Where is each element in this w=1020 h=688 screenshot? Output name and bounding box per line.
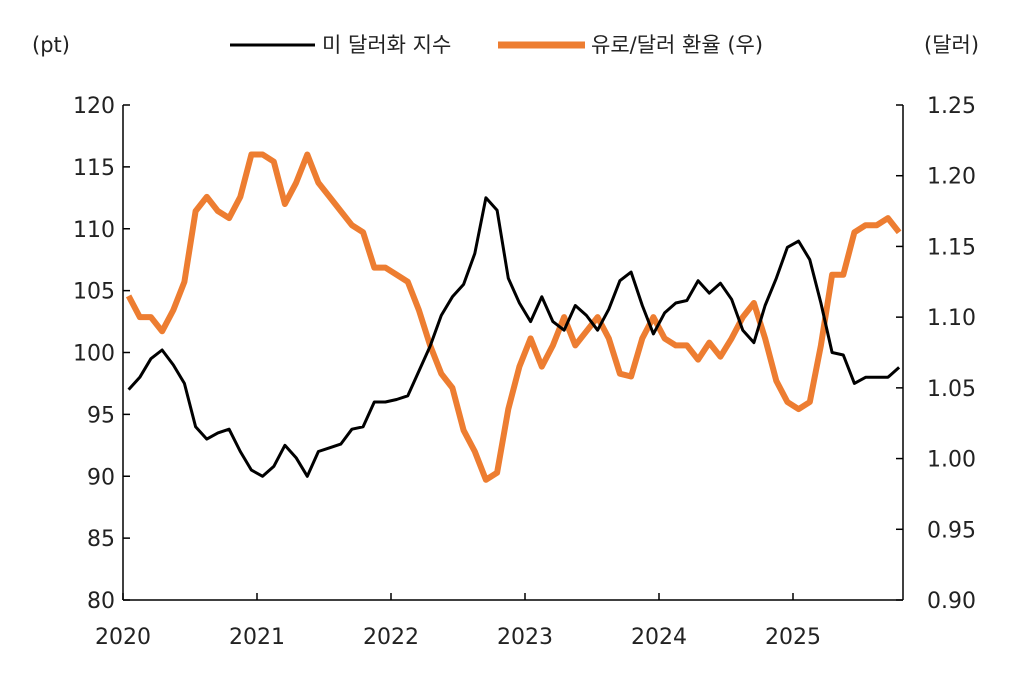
left-tick-label: 110: [73, 218, 115, 243]
legend-label-dollar-index: 미 달러화 지수: [322, 33, 451, 57]
left-tick-label: 115: [73, 156, 115, 181]
x-tick-label: 2020: [95, 625, 151, 650]
right-tick-label: 1.20: [927, 165, 976, 190]
x-tick-label: 2024: [631, 625, 687, 650]
x-tick-label: 2022: [363, 625, 419, 650]
legend-label-eurusd: 유로/달러 환율 (우): [591, 33, 763, 57]
series-line-dollar-index: [127, 196, 901, 478]
left-tick-label: 95: [87, 403, 115, 428]
right-tick-label: 0.90: [927, 589, 976, 614]
left-tick-label: 85: [87, 527, 115, 552]
x-tick-label: 2025: [765, 625, 821, 650]
right-tick-label: 0.95: [927, 518, 976, 543]
x-tick-label: 2021: [229, 625, 285, 650]
left-tick-label: 105: [73, 280, 115, 305]
right-axis-label: (달러): [924, 33, 979, 57]
right-tick-label: 1.15: [927, 235, 976, 260]
x-tick-label: 2023: [497, 625, 553, 650]
legend: 미 달러화 지수 유로/달러 환율 (우): [230, 33, 763, 57]
left-tick-label: 100: [73, 342, 115, 367]
left-tick-label: 80: [87, 589, 115, 614]
left-tick-label: 90: [87, 465, 115, 490]
left-axis-label: (pt): [32, 33, 70, 57]
series-line-eurusd: [125, 151, 902, 483]
right-tick-label: 1.05: [927, 377, 976, 402]
right-tick-label: 1.25: [927, 94, 976, 119]
right-tick-label: 1.10: [927, 306, 976, 331]
left-tick-label: 120: [73, 94, 115, 119]
right-tick-label: 1.00: [927, 448, 976, 473]
